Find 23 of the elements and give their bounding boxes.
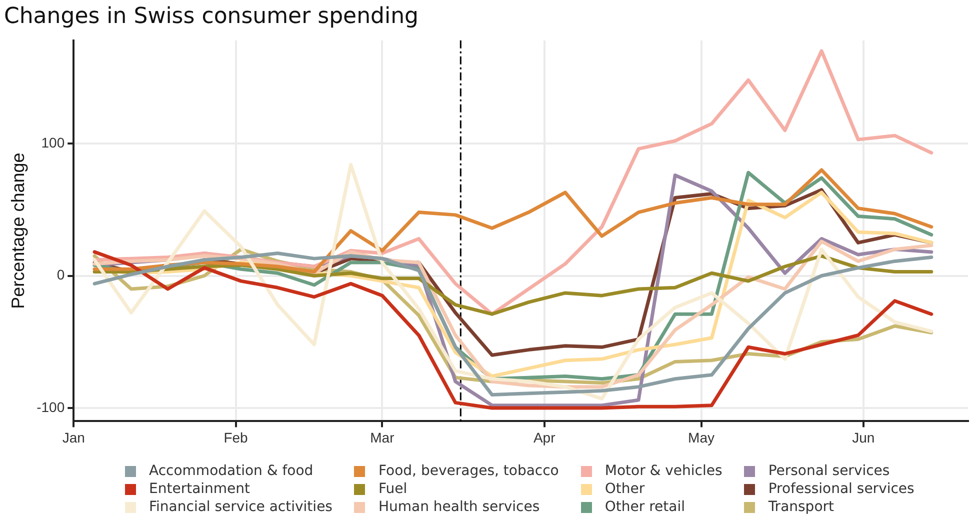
y-tick-label: 0 [56,266,65,283]
chart-title: Changes in Swiss consumer spending [4,4,419,29]
x-tick-label: Apr [533,429,556,446]
legend-label: Professional services [768,481,914,497]
x-tick-label: Jun [852,429,875,446]
legend-label: Transport [768,499,834,515]
legend-label: Human health services [378,499,540,515]
legend-label: Financial service activities [149,499,332,515]
x-tick-label: Jan [62,429,85,446]
legend-label: Entertainment [149,481,250,497]
legend-label: Other [604,481,645,497]
y-axis-title: Percentage change [8,152,28,309]
y-tick-label: -100 [36,398,65,415]
legend-label: Accommodation & food [149,463,314,479]
x-tick-label: Feb [224,429,248,446]
legend-label: Food, beverages, tobacco [378,463,559,479]
legend-label: Motor & vehicles [604,463,722,479]
legend-label: Other retail [604,499,685,515]
x-tick-label: Mar [370,429,395,446]
y-tick-label: 100 [41,134,65,150]
x-tick-label: May [688,429,714,446]
legend-label: Fuel [378,481,408,497]
legend-label: Personal services [768,463,890,479]
